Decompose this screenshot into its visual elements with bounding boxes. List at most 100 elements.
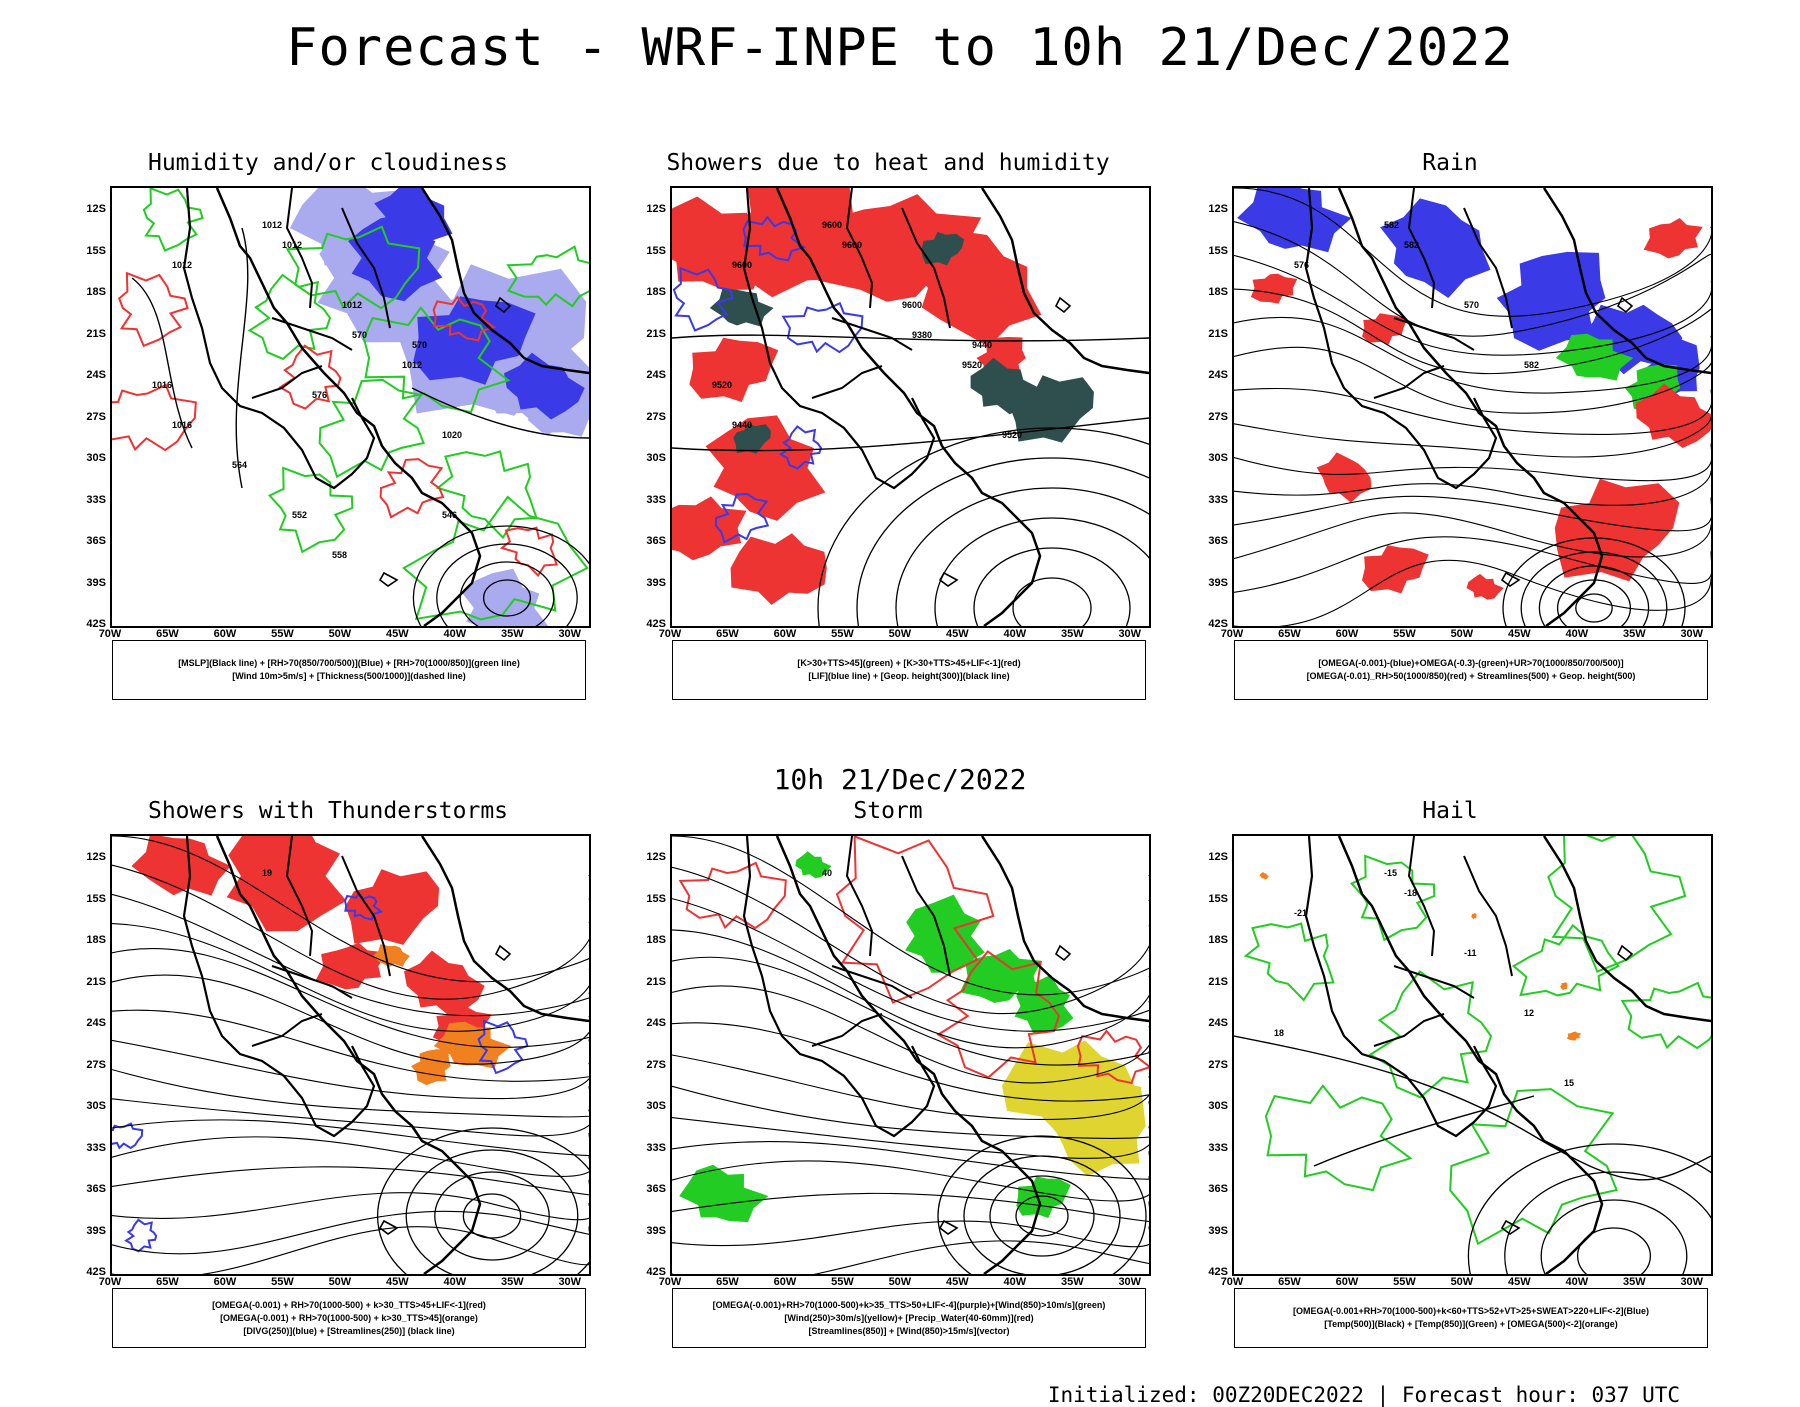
- storms-red: [226, 836, 347, 932]
- thickness-dashed: [112, 383, 197, 452]
- legend-box: [OMEGA(-0.001)-(blue)+OMEGA(-0.3)-(green…: [1234, 640, 1708, 700]
- isoline-ring: [1556, 579, 1632, 626]
- storms-red: [345, 869, 440, 945]
- lon-label: 55W: [1393, 628, 1416, 640]
- coastline-brazil: [1542, 836, 1711, 1023]
- isoline-ring: [817, 427, 1149, 626]
- legend-line: [Wind(250)>30m/s](yellow)+ [Precip_Water…: [784, 1312, 1034, 1323]
- map-storm: 40: [670, 834, 1151, 1276]
- lat-label: 15S: [646, 244, 666, 257]
- state-borders: [811, 836, 951, 1047]
- lat-label: 15S: [1208, 244, 1228, 257]
- k-tts-teal: [733, 423, 771, 454]
- lat-label: 39S: [646, 1224, 666, 1237]
- lat-label: 39S: [1208, 576, 1228, 589]
- rh-green-line: [142, 188, 204, 252]
- lon-label: 50W: [1450, 1276, 1474, 1288]
- lakes: [938, 944, 1072, 1235]
- lon-label: 55W: [271, 628, 294, 640]
- legend-line: [OMEGA(-0.001+RH>70(1000-500)+k<60+TTS>5…: [1293, 1306, 1649, 1316]
- panel-title: Showers with Thunderstorms: [147, 798, 509, 824]
- isoline-ring: [1538, 565, 1650, 626]
- lakes: [1500, 944, 1634, 1235]
- streamline: [1234, 346, 1711, 414]
- lat-label: 27S: [1208, 410, 1228, 423]
- lon-label: 55W: [1393, 1276, 1416, 1288]
- streamline: [112, 893, 589, 1017]
- state-borders: [251, 836, 391, 1047]
- rh-green-line: [318, 378, 425, 479]
- rh-green-line: [247, 273, 332, 361]
- omega-rh-red: [1316, 452, 1372, 503]
- rh-light-blue: [462, 568, 548, 626]
- isoline-ring: [963, 1155, 1121, 1274]
- lat-label: 27S: [646, 410, 666, 423]
- wind-850-green: [1016, 1176, 1071, 1218]
- lat-label: 30S: [86, 452, 106, 464]
- lat-label: 24S: [646, 1017, 666, 1029]
- lat-label: 30S: [86, 1100, 106, 1112]
- contour-label: 576: [312, 390, 327, 400]
- isoline-ring: [1467, 1143, 1711, 1274]
- streamline: [112, 864, 589, 1000]
- wind-850-green: [795, 851, 832, 879]
- lat-label: 15S: [646, 892, 666, 905]
- lat-label: 42S: [1208, 1266, 1228, 1278]
- isoline-ring: [1012, 577, 1092, 626]
- streamline: [1234, 188, 1711, 317]
- lat-label: 42S: [646, 1266, 666, 1278]
- lat-label: 30S: [1208, 1100, 1228, 1112]
- streamline: [1234, 288, 1711, 375]
- streamline: [672, 1226, 1149, 1274]
- coastline: [775, 188, 1042, 626]
- streamline: [112, 1226, 589, 1274]
- temp-500-line: [1234, 1035, 1711, 1181]
- isoline-ring: [1575, 593, 1613, 623]
- lat-label: 39S: [86, 1224, 106, 1237]
- map-canvas: -15 -18 -21 -11 12 15 18: [1234, 836, 1711, 1274]
- contour-label: 570: [352, 330, 367, 340]
- isoline-ring: [856, 457, 1149, 626]
- storms-red: [131, 836, 231, 896]
- omega-blue: [1237, 188, 1352, 253]
- k-tts-lif-red: [672, 496, 747, 561]
- divg-blue: [477, 1019, 529, 1075]
- lon-label: 40W: [1565, 1276, 1589, 1288]
- legend-box: [OMEGA(-0.001+RH>70(1000-500)+k<60+TTS>5…: [1234, 1288, 1708, 1348]
- precip-water-red: [936, 950, 1061, 1079]
- lat-label: 24S: [1208, 369, 1228, 381]
- lat-label: 30S: [1208, 452, 1228, 464]
- isoline-ring: [1520, 551, 1668, 626]
- wind-250-yellow: [1052, 1080, 1146, 1177]
- lat-label: 18S: [86, 286, 106, 298]
- contour-label: -18: [1404, 888, 1417, 898]
- temp-850-green: [1368, 970, 1493, 1099]
- state-borders: [251, 188, 391, 399]
- map-canvas: 582 582 576 570 582: [1234, 188, 1711, 626]
- isoline-ring: [412, 525, 589, 626]
- lat-label: 30S: [646, 452, 666, 464]
- isoline-ring: [436, 543, 578, 626]
- omega-500-orange: [1560, 982, 1568, 990]
- omega-rh-red: [1362, 545, 1429, 594]
- storms-orange: [411, 1049, 451, 1086]
- lon-label: 40W: [1565, 628, 1589, 640]
- isoline-ring: [989, 1175, 1095, 1257]
- legend-line: [LIF](blue line) + [Geop. height(300)](b…: [808, 671, 1010, 681]
- lon-label: 50W: [1450, 628, 1474, 640]
- lon-label: 65W: [1278, 628, 1301, 640]
- streamline: [672, 1176, 1149, 1223]
- lon-label: 50W: [328, 628, 352, 640]
- omega-blue: [1380, 198, 1491, 298]
- lon-label: 65W: [1278, 1276, 1301, 1288]
- lif-blue-line: [742, 215, 806, 262]
- thickness-dashed: [432, 295, 496, 342]
- contour-label: 15: [1564, 1078, 1574, 1088]
- omega-500-orange: [1259, 872, 1270, 880]
- lat-label: 24S: [1208, 1017, 1228, 1029]
- streamline: [1234, 254, 1711, 356]
- isoline-ring: [1015, 1195, 1069, 1237]
- omega-500-orange: [1471, 913, 1477, 920]
- lat-label: 12S: [1208, 203, 1228, 215]
- isoline-ring: [973, 547, 1131, 626]
